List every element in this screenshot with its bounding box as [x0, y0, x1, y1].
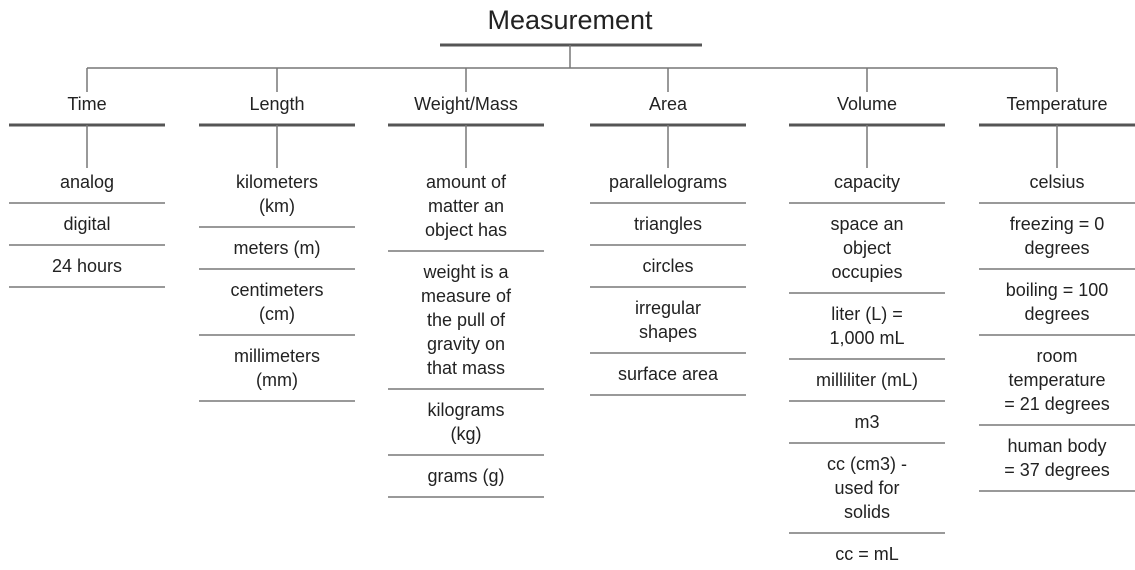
item-text: weight is a [422, 262, 509, 282]
item-text: circles [642, 256, 693, 276]
item-text: object has [425, 220, 507, 240]
item-text: room [1036, 346, 1077, 366]
category-label: Time [67, 94, 106, 114]
item-text: freezing = 0 [1010, 214, 1105, 234]
item-text: irregular [635, 298, 701, 318]
category-label: Volume [837, 94, 897, 114]
item-text: object [843, 238, 891, 258]
category-label: Length [249, 94, 304, 114]
item-text: gravity on [427, 334, 505, 354]
item-text: (km) [259, 196, 295, 216]
category-label: Area [649, 94, 688, 114]
item-text: meters (m) [234, 238, 321, 258]
item-text: centimeters [230, 280, 323, 300]
item-text: liter (L) = [831, 304, 903, 324]
item-text: amount of [426, 172, 507, 192]
item-text: human body [1007, 436, 1106, 456]
item-text: millimeters [234, 346, 320, 366]
item-text: measure of [421, 286, 512, 306]
item-text: degrees [1024, 238, 1089, 258]
item-text: degrees [1024, 304, 1089, 324]
item-text: celsius [1029, 172, 1084, 192]
item-text: used for [834, 478, 899, 498]
item-text: cc (cm3) - [827, 454, 907, 474]
category-label: Temperature [1006, 94, 1107, 114]
item-text: that mass [427, 358, 505, 378]
item-text: shapes [639, 322, 697, 342]
category-label: Weight/Mass [414, 94, 518, 114]
item-text: (cm) [259, 304, 295, 324]
item-text: (mm) [256, 370, 298, 390]
item-text: cc = mL [835, 544, 899, 564]
item-text: surface area [618, 364, 719, 384]
item-text: capacity [834, 172, 900, 192]
item-text: 1,000 mL [829, 328, 904, 348]
item-text: occupies [831, 262, 902, 282]
item-text: boiling = 100 [1006, 280, 1109, 300]
item-text: parallelograms [609, 172, 727, 192]
item-text: the pull of [427, 310, 506, 330]
item-text: = 37 degrees [1004, 460, 1110, 480]
item-text: grams (g) [427, 466, 504, 486]
item-text: analog [60, 172, 114, 192]
item-text: milliliter (mL) [816, 370, 918, 390]
item-text: digital [63, 214, 110, 234]
item-text: kilometers [236, 172, 318, 192]
item-text: temperature [1008, 370, 1105, 390]
title: Measurement [487, 5, 653, 35]
item-text: (kg) [451, 424, 482, 444]
item-text: 24 hours [52, 256, 122, 276]
item-text: matter an [428, 196, 504, 216]
item-text: m3 [854, 412, 879, 432]
item-text: space an [830, 214, 903, 234]
item-text: kilograms [427, 400, 504, 420]
item-text: = 21 degrees [1004, 394, 1110, 414]
item-text: solids [844, 502, 890, 522]
item-text: triangles [634, 214, 702, 234]
